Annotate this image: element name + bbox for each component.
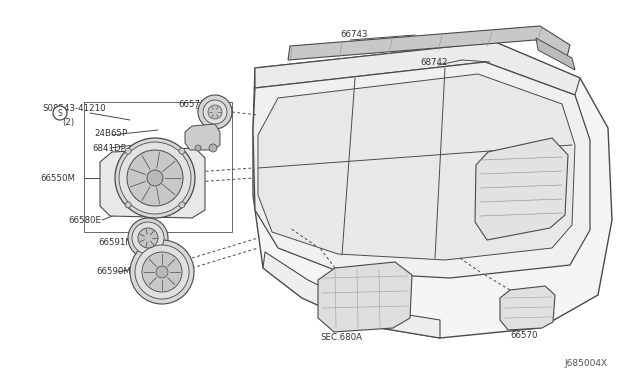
Polygon shape — [500, 286, 555, 330]
Text: S: S — [58, 109, 62, 118]
Text: (2): (2) — [62, 118, 74, 126]
Text: 66580E: 66580E — [68, 215, 101, 224]
Text: 6841DP: 6841DP — [92, 144, 125, 153]
Circle shape — [209, 144, 217, 152]
Polygon shape — [253, 62, 590, 278]
Circle shape — [156, 266, 168, 278]
Circle shape — [179, 202, 185, 208]
Polygon shape — [253, 42, 612, 338]
Circle shape — [125, 202, 131, 208]
Text: 66570: 66570 — [510, 330, 538, 340]
Circle shape — [115, 138, 195, 218]
Text: 66743: 66743 — [340, 29, 367, 38]
Circle shape — [127, 150, 183, 206]
Circle shape — [125, 148, 131, 154]
Text: 66591M: 66591M — [98, 237, 133, 247]
Text: J685004X: J685004X — [565, 359, 608, 368]
Circle shape — [119, 142, 191, 214]
Polygon shape — [288, 26, 570, 60]
Polygon shape — [536, 38, 575, 70]
Circle shape — [179, 148, 185, 154]
Polygon shape — [185, 124, 220, 150]
Circle shape — [147, 170, 163, 186]
Circle shape — [138, 228, 158, 248]
Circle shape — [53, 106, 67, 120]
Text: 66590M: 66590M — [96, 267, 131, 276]
Polygon shape — [100, 148, 205, 218]
Text: 66571: 66571 — [178, 99, 205, 109]
Polygon shape — [475, 138, 568, 240]
Circle shape — [208, 105, 222, 119]
Text: 24B65P: 24B65P — [94, 128, 127, 138]
Text: 68742: 68742 — [420, 58, 447, 67]
Circle shape — [195, 145, 201, 151]
Polygon shape — [263, 252, 440, 338]
Circle shape — [130, 240, 194, 304]
Polygon shape — [318, 262, 412, 332]
Polygon shape — [258, 74, 575, 260]
Text: 66550M: 66550M — [40, 173, 75, 183]
Circle shape — [128, 218, 168, 258]
Text: SEC.680A: SEC.680A — [320, 334, 362, 343]
Polygon shape — [255, 42, 580, 95]
Circle shape — [132, 222, 164, 254]
Text: SEC.680A: SEC.680A — [492, 177, 534, 186]
Circle shape — [135, 245, 189, 299]
Circle shape — [142, 252, 182, 292]
Circle shape — [198, 95, 232, 129]
Text: S08543-41210: S08543-41210 — [42, 103, 106, 112]
Circle shape — [203, 100, 227, 124]
